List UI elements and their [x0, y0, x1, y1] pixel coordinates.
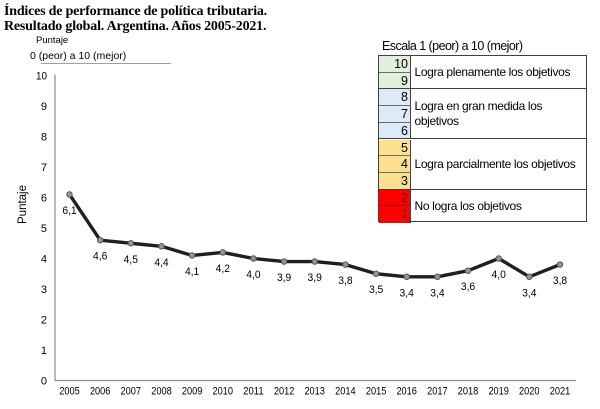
svg-text:4: 4: [41, 254, 47, 266]
svg-text:2020: 2020: [519, 386, 540, 398]
svg-text:6: 6: [41, 193, 47, 205]
svg-text:5: 5: [41, 223, 47, 235]
svg-text:6,1: 6,1: [62, 205, 76, 217]
svg-text:3,8: 3,8: [338, 275, 352, 287]
svg-text:0: 0: [41, 376, 47, 388]
svg-text:4,0: 4,0: [246, 269, 260, 281]
svg-text:8: 8: [41, 132, 47, 144]
svg-text:3,5: 3,5: [369, 284, 383, 296]
svg-text:2006: 2006: [90, 386, 111, 398]
svg-text:1: 1: [41, 345, 47, 357]
svg-text:2017: 2017: [427, 386, 448, 398]
svg-text:2012: 2012: [274, 386, 295, 398]
svg-text:3,9: 3,9: [308, 272, 322, 284]
svg-text:4,5: 4,5: [124, 254, 138, 266]
svg-text:3,8: 3,8: [553, 275, 567, 287]
svg-text:7: 7: [41, 162, 47, 174]
svg-text:3,9: 3,9: [277, 272, 291, 284]
svg-text:2009: 2009: [182, 386, 203, 398]
svg-text:2019: 2019: [488, 386, 509, 398]
svg-text:2005: 2005: [59, 386, 80, 398]
svg-text:4,2: 4,2: [216, 263, 230, 275]
svg-text:2021: 2021: [550, 386, 571, 398]
svg-text:2013: 2013: [304, 386, 325, 398]
svg-text:2: 2: [41, 315, 47, 327]
svg-text:4,0: 4,0: [492, 269, 506, 281]
svg-text:4,4: 4,4: [154, 257, 168, 269]
svg-text:2010: 2010: [213, 386, 234, 398]
svg-text:2008: 2008: [151, 386, 172, 398]
svg-text:3,4: 3,4: [400, 287, 414, 299]
svg-text:4,1: 4,1: [185, 266, 199, 278]
svg-text:3,6: 3,6: [461, 281, 475, 293]
svg-text:2018: 2018: [458, 386, 479, 398]
svg-text:4,6: 4,6: [93, 251, 107, 263]
svg-text:2007: 2007: [121, 386, 142, 398]
svg-text:3,4: 3,4: [430, 287, 444, 299]
svg-text:2011: 2011: [243, 386, 264, 398]
svg-text:3: 3: [41, 284, 47, 296]
svg-text:9: 9: [41, 101, 47, 113]
svg-text:2016: 2016: [396, 386, 417, 398]
svg-text:2014: 2014: [335, 386, 356, 398]
svg-text:2015: 2015: [366, 386, 387, 398]
svg-text:10: 10: [36, 71, 47, 83]
svg-text:3,4: 3,4: [522, 287, 536, 299]
